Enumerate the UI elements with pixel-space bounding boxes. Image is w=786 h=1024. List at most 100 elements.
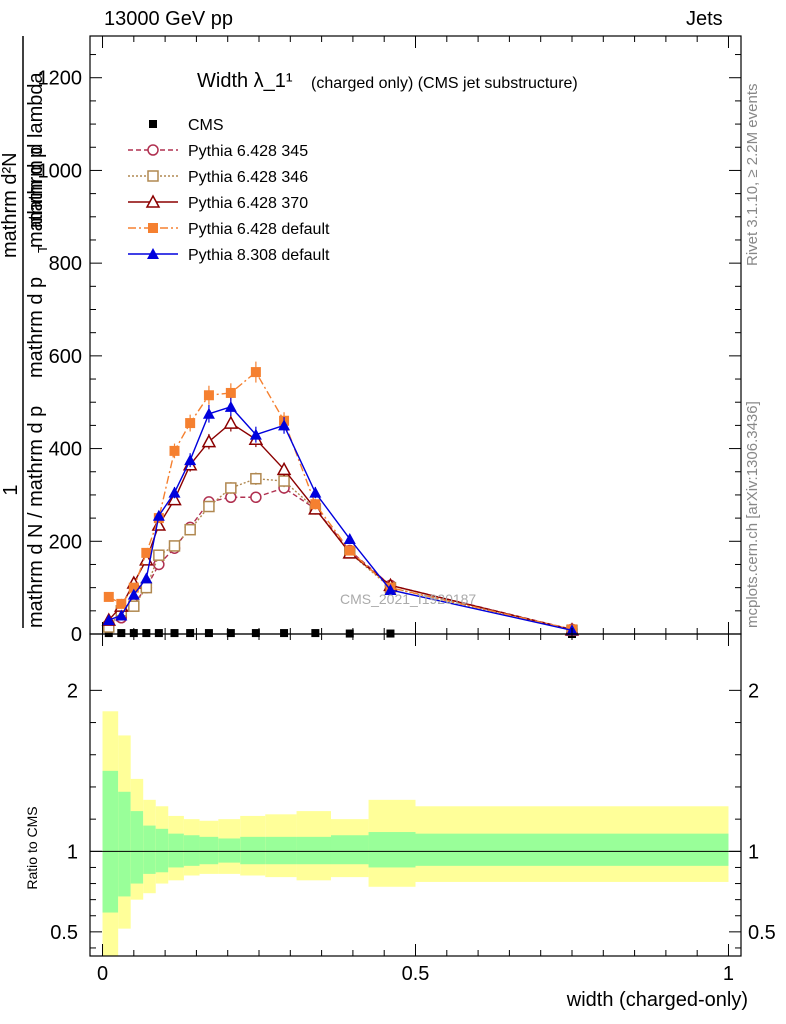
data-point <box>104 629 113 638</box>
ratio-y-tick-label-right: 0.5 <box>748 922 776 944</box>
axes-layer: 0 200 400 600 800 1000 1200 0 0.5 1 0.5 0.5 1 1 2 2 <box>38 35 776 985</box>
ratio-inner-band <box>102 770 119 913</box>
ratio-uncertainty-bands <box>90 711 741 956</box>
y-label-denominator: mathrm d N / mathrm d p <box>25 406 47 628</box>
legend-label: Pythia 6.428 default <box>188 221 330 238</box>
data-point <box>170 629 179 638</box>
y-label-numerator: mathrm d²N <box>0 152 21 258</box>
data-point <box>225 387 236 398</box>
y-tick-label: 1000 <box>38 160 83 182</box>
y-label-dlambda: mathrm d lambda <box>25 72 47 228</box>
legend-label: CMS <box>188 117 224 134</box>
ratio-plot-frame <box>89 633 742 957</box>
y-tick-label: 600 <box>49 346 82 368</box>
y-tick-label: 200 <box>49 531 82 553</box>
data-point <box>102 614 115 626</box>
chart-subtitle: (charged only) (CMS jet substructure) <box>311 75 578 92</box>
data-point <box>278 475 290 487</box>
y-label-one: 1 <box>0 484 22 495</box>
data-point <box>343 532 356 544</box>
data-point <box>153 549 165 561</box>
data-point <box>251 629 260 638</box>
data-point <box>116 598 127 609</box>
ratio-y-tick-label: 1 <box>67 841 78 863</box>
series-line-p345 <box>108 487 573 631</box>
data-point <box>225 482 237 494</box>
data-point <box>249 428 262 440</box>
data-point <box>140 572 153 584</box>
y-label-sub-t: T <box>35 245 50 253</box>
data-point <box>128 600 140 612</box>
ratio-inner-band <box>368 832 416 868</box>
x-tick-label: 0.5 <box>402 963 430 985</box>
legend-marker <box>147 170 159 182</box>
data-point <box>250 367 261 378</box>
legend-entry-p370: Pythia 6.428 370 <box>128 194 308 212</box>
legend-entry-cms: CMS <box>149 117 224 134</box>
legend-label: Pythia 6.428 345 <box>188 143 308 160</box>
series-p8def <box>102 397 578 636</box>
data-point <box>202 407 215 419</box>
data-point <box>278 419 291 431</box>
data-point <box>250 491 262 503</box>
ratio-inner-band <box>168 833 184 868</box>
data-point <box>117 629 126 638</box>
legend: CMS Pythia 6.428 345 Pythia 6.428 346 Pythi… <box>128 117 330 264</box>
data-point <box>167 491 182 506</box>
legend-marker <box>148 223 158 233</box>
data-point <box>201 434 217 448</box>
data-point <box>204 629 213 638</box>
header-process: 13000 GeV pp <box>104 8 233 30</box>
data-point <box>168 540 181 552</box>
legend-entry-p346: Pythia 6.428 346 <box>128 169 308 186</box>
data-point <box>223 415 239 429</box>
ratio-inner-band <box>155 828 169 873</box>
ratio-y-tick-label: 0.5 <box>50 922 78 944</box>
ratio-inner-band <box>330 835 369 865</box>
data-point <box>186 629 195 638</box>
ratio-inner-band <box>143 825 156 874</box>
ratio-y-axis-label: Ratio to CMS <box>24 806 40 889</box>
x-axis-label: width (charged-only) <box>566 989 748 1011</box>
legend-label: Pythia 8.308 default <box>188 247 330 264</box>
ratio-inner-band <box>415 833 729 866</box>
data-point <box>141 547 152 558</box>
data-point <box>344 545 355 556</box>
y-tick-label: 1200 <box>38 68 83 90</box>
x-tick-label: 1 <box>723 963 734 985</box>
ratio-y-tick-label-right: 2 <box>748 680 759 702</box>
data-point <box>184 523 196 536</box>
main-y-axis-label: 1 mathrm d N / mathrm d p mathrm d p T m… <box>0 36 50 628</box>
data-point <box>184 454 197 466</box>
y-label-dp: mathrm d p <box>25 277 47 378</box>
y-tick-label: 800 <box>49 253 82 275</box>
legend-entry-p8def: Pythia 8.308 default <box>128 247 330 264</box>
y-label-dp-2: mathrm d p <box>25 147 47 248</box>
ratio-inner-band <box>118 791 131 897</box>
data-point <box>142 629 151 638</box>
data-point <box>203 500 215 513</box>
legend-marker <box>147 248 159 259</box>
data-point <box>152 509 165 521</box>
legend-entry-p345: Pythia 6.428 345 <box>128 143 308 160</box>
analysis-watermark: CMS_2021_I1920187 <box>340 591 476 607</box>
data-point <box>311 629 320 638</box>
ratio-inner-band <box>183 835 200 866</box>
legend-entry-p6def: Pythia 6.428 default <box>128 221 330 238</box>
data-point <box>168 486 181 498</box>
data-point <box>115 609 128 621</box>
legend-label: Pythia 6.428 346 <box>188 169 308 186</box>
ratio-inner-band <box>130 811 144 884</box>
data-point <box>140 581 153 594</box>
ratio-inner-band <box>265 836 297 865</box>
data-point <box>185 418 196 429</box>
ratio-y-tick-label: 2 <box>67 680 78 702</box>
data-point <box>128 582 139 593</box>
legend-marker <box>149 120 157 128</box>
y-tick-label: 0 <box>71 624 82 646</box>
data-point <box>309 486 322 498</box>
data-point <box>169 445 180 456</box>
y-tick-label: 400 <box>49 439 82 461</box>
legend-marker <box>147 144 159 156</box>
